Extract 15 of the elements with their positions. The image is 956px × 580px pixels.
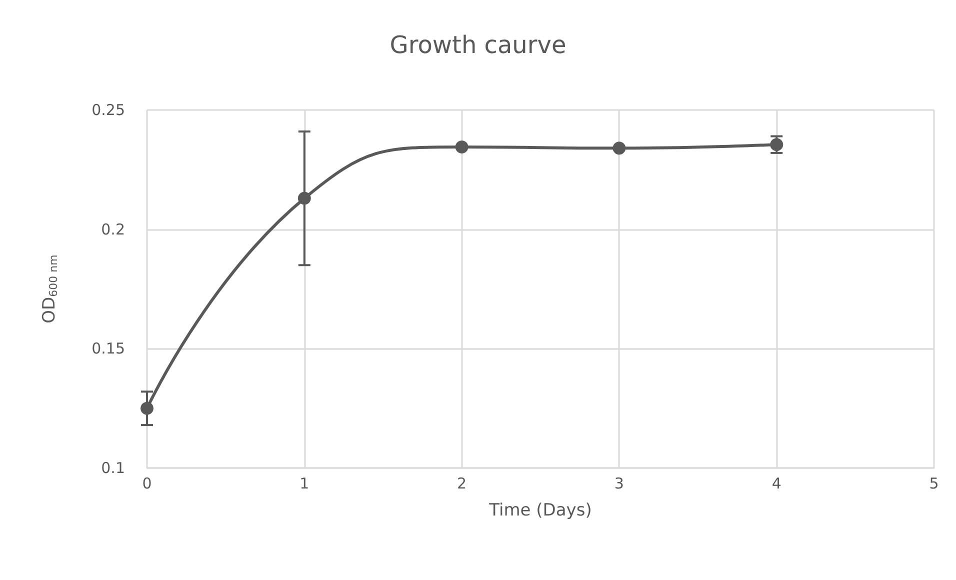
y-tick-label: 0.25	[92, 101, 125, 119]
x-tick-label: 3	[614, 474, 624, 492]
point	[612, 142, 626, 155]
chart-title: Growth caurve	[390, 31, 566, 59]
x-tick-label: 1	[300, 474, 310, 492]
y-axis-title: OD600 nm	[40, 254, 60, 324]
x-tick-label: 4	[772, 474, 782, 492]
x-tick-label: 5	[929, 474, 939, 492]
point	[455, 140, 468, 154]
y-tick-label: 0.15	[92, 340, 125, 358]
x-tick-label: 2	[457, 474, 467, 492]
y-tick-label: 0.2	[101, 220, 125, 238]
x-axis-title: Time (Days)	[488, 500, 592, 520]
y-tick-label: 0.1	[101, 459, 125, 477]
x-tick-label: 0	[142, 474, 152, 492]
